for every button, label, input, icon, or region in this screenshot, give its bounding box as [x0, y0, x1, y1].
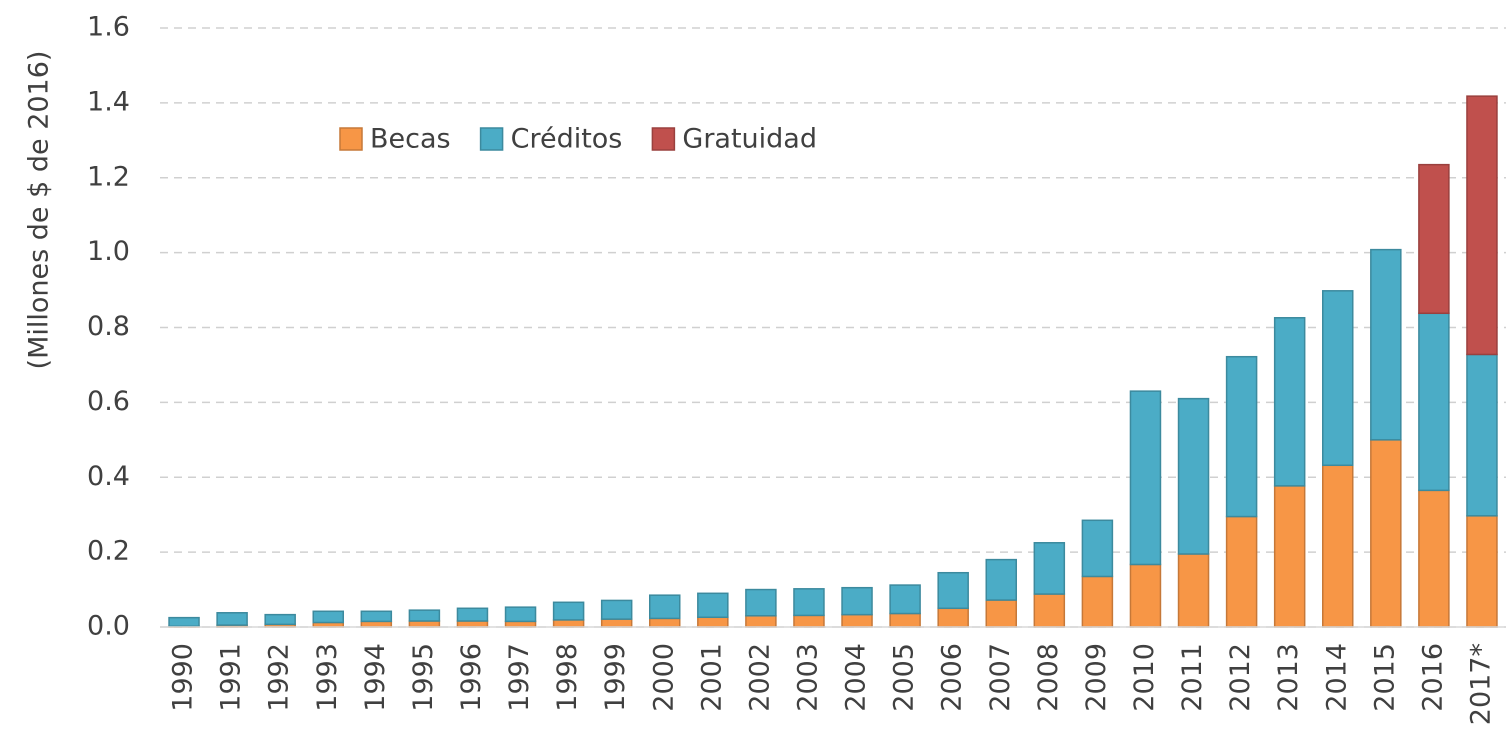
- bar-segment: [1177, 553, 1210, 628]
- bar-segment: [937, 571, 969, 610]
- legend-swatch: [651, 127, 676, 151]
- x-tick-label: 2011: [1177, 643, 1208, 712]
- x-tick-label: 2007: [985, 643, 1016, 712]
- bar-segment: [841, 613, 873, 628]
- bar-segment: [1418, 312, 1450, 492]
- bar-segment: [1033, 542, 1066, 595]
- bar-segment: [1370, 248, 1402, 441]
- bar-segment: [793, 614, 825, 628]
- x-tick-label: 1990: [168, 643, 199, 712]
- x-tick-label: 1995: [408, 643, 439, 712]
- x-tick-label: 2002: [744, 643, 775, 712]
- x-tick-label: 1992: [264, 643, 295, 712]
- x-tick-label: 1994: [360, 643, 391, 712]
- y-tick-label: 0.2: [87, 536, 130, 567]
- x-tick-label: 2006: [937, 643, 968, 712]
- bar-segment: [1177, 397, 1210, 555]
- x-tick-label: 1996: [456, 643, 487, 712]
- bar-segment: [1466, 515, 1498, 628]
- bar-segment: [216, 612, 248, 626]
- y-tick-label: 1.4: [87, 86, 130, 117]
- bar-segment: [1081, 519, 1114, 578]
- bar-segment: [600, 599, 633, 620]
- bar-segment: [1129, 563, 1162, 628]
- bar-segment: [552, 619, 585, 628]
- bar-segment: [745, 615, 777, 628]
- legend-label: Créditos: [511, 124, 623, 155]
- x-tick-label: 2004: [841, 643, 872, 712]
- x-tick-label: 1993: [312, 643, 343, 712]
- bar-segment: [408, 609, 441, 622]
- bar-segment: [360, 610, 393, 623]
- bar-segment: [456, 620, 489, 628]
- legend-label: Gratuidad: [682, 124, 817, 155]
- x-tick-label: 2003: [792, 643, 823, 712]
- bar-segment: [1225, 355, 1258, 518]
- bar-segment: [1418, 163, 1450, 315]
- bar-segment: [1466, 353, 1498, 517]
- bar-segment: [745, 588, 777, 617]
- y-tick-label: 0.4: [87, 461, 130, 492]
- bar-segment: [697, 592, 729, 619]
- bar-segment: [360, 620, 393, 628]
- x-tick-label: 2001: [696, 643, 727, 712]
- bar-segment: [1033, 593, 1066, 628]
- y-tick-label: 1.0: [87, 236, 130, 267]
- bar-segment: [937, 607, 969, 628]
- x-tick-label: 2010: [1129, 643, 1160, 712]
- bar-segment: [168, 616, 200, 628]
- x-tick-label: 2005: [889, 643, 920, 712]
- bar-segment: [697, 616, 729, 628]
- bar-segment: [649, 594, 681, 620]
- bar-segment: [504, 606, 537, 623]
- x-tick-label: 1999: [600, 643, 631, 712]
- x-tick-label: 2014: [1321, 643, 1352, 712]
- x-tick-label: 2000: [648, 643, 679, 712]
- y-tick-label: 0.0: [87, 611, 130, 642]
- x-tick-label: 2015: [1369, 643, 1400, 712]
- bar-segment: [841, 586, 873, 616]
- y-tick-label: 0.6: [87, 386, 130, 417]
- bar-segment: [889, 584, 921, 615]
- x-tick-label: 2012: [1225, 643, 1256, 712]
- bar-segment: [889, 612, 921, 628]
- bar-segment: [408, 620, 441, 628]
- bar-segment: [1225, 515, 1258, 628]
- bar-segment: [456, 607, 489, 622]
- x-tick-label: 2008: [1033, 643, 1064, 712]
- x-tick-label: 2009: [1081, 643, 1112, 712]
- bar-segment: [1129, 390, 1162, 566]
- y-tick-label: 1.6: [87, 12, 130, 43]
- legend-swatch: [339, 127, 363, 151]
- x-tick-label: 2017*: [1465, 643, 1496, 725]
- x-tick-label: 2013: [1273, 643, 1304, 712]
- bar-segment: [600, 618, 633, 628]
- bar-segment: [312, 610, 344, 624]
- legend-label: Becas: [370, 124, 451, 155]
- bar-segment: [552, 601, 585, 621]
- y-tick-label: 0.8: [87, 311, 130, 342]
- bar-segment: [1081, 575, 1114, 628]
- x-tick-label: 2016: [1417, 643, 1448, 712]
- bar-segment: [1466, 95, 1498, 356]
- bar-segment: [985, 599, 1017, 628]
- y-tick-label: 1.2: [87, 161, 130, 192]
- bar-segment: [1418, 489, 1450, 628]
- bar-segment: [504, 620, 537, 628]
- x-tick-label: 1997: [504, 643, 535, 712]
- bar-segment: [1273, 485, 1306, 628]
- x-tick-label: 1991: [216, 643, 247, 712]
- bar-segment: [793, 588, 825, 617]
- bar-segment: [649, 617, 681, 628]
- bar-segment: [1322, 464, 1354, 628]
- bar-segment: [985, 558, 1017, 601]
- legend-swatch: [479, 127, 504, 151]
- x-tick-label: 1998: [552, 643, 583, 712]
- bar-segment: [264, 613, 296, 626]
- bar-segment: [1370, 439, 1402, 628]
- bar-segment: [1322, 290, 1354, 467]
- bar-segment: [1273, 317, 1306, 487]
- y-axis-label: (Millones de $ de 2016): [24, 51, 55, 370]
